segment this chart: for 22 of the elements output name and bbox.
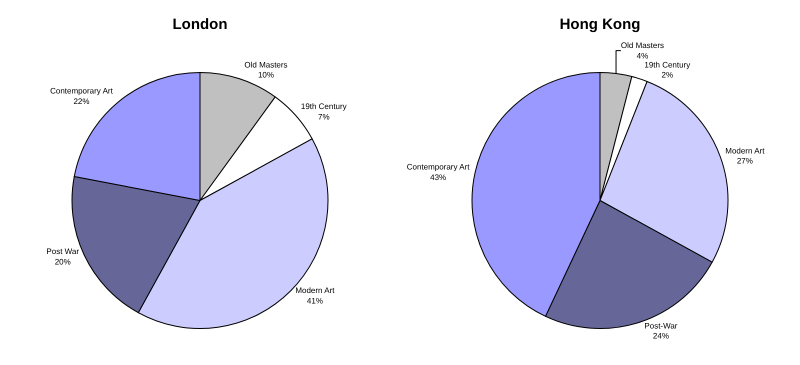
data-label: 24% (652, 332, 669, 341)
data-label: 41% (306, 296, 323, 306)
data-label: 7% (318, 112, 330, 122)
slice-label: Post-War (644, 321, 678, 330)
slice-label: 19th Century (644, 60, 690, 70)
slice-label: Contemporary Art (50, 86, 114, 96)
slice-label: Contemporary Art (406, 162, 470, 172)
data-label: 43% (430, 172, 446, 182)
slice-label: Modern Art (295, 286, 336, 296)
chart-title: London (172, 16, 228, 33)
slice-label: 19th Century (300, 102, 347, 111)
slice-label: Modern Art (725, 146, 766, 156)
data-label: 22% (73, 96, 90, 106)
slice-label: Old Masters (244, 60, 288, 70)
data-label: 4% (636, 51, 648, 60)
data-label: 2% (662, 70, 674, 80)
slice-label: Old Masters (620, 40, 664, 50)
data-label: 20% (54, 257, 71, 266)
data-label: 27% (736, 156, 753, 166)
chart-title: Hong Kong (560, 16, 640, 33)
slice-label: Post War (46, 247, 80, 256)
data-label: 10% (258, 70, 274, 80)
